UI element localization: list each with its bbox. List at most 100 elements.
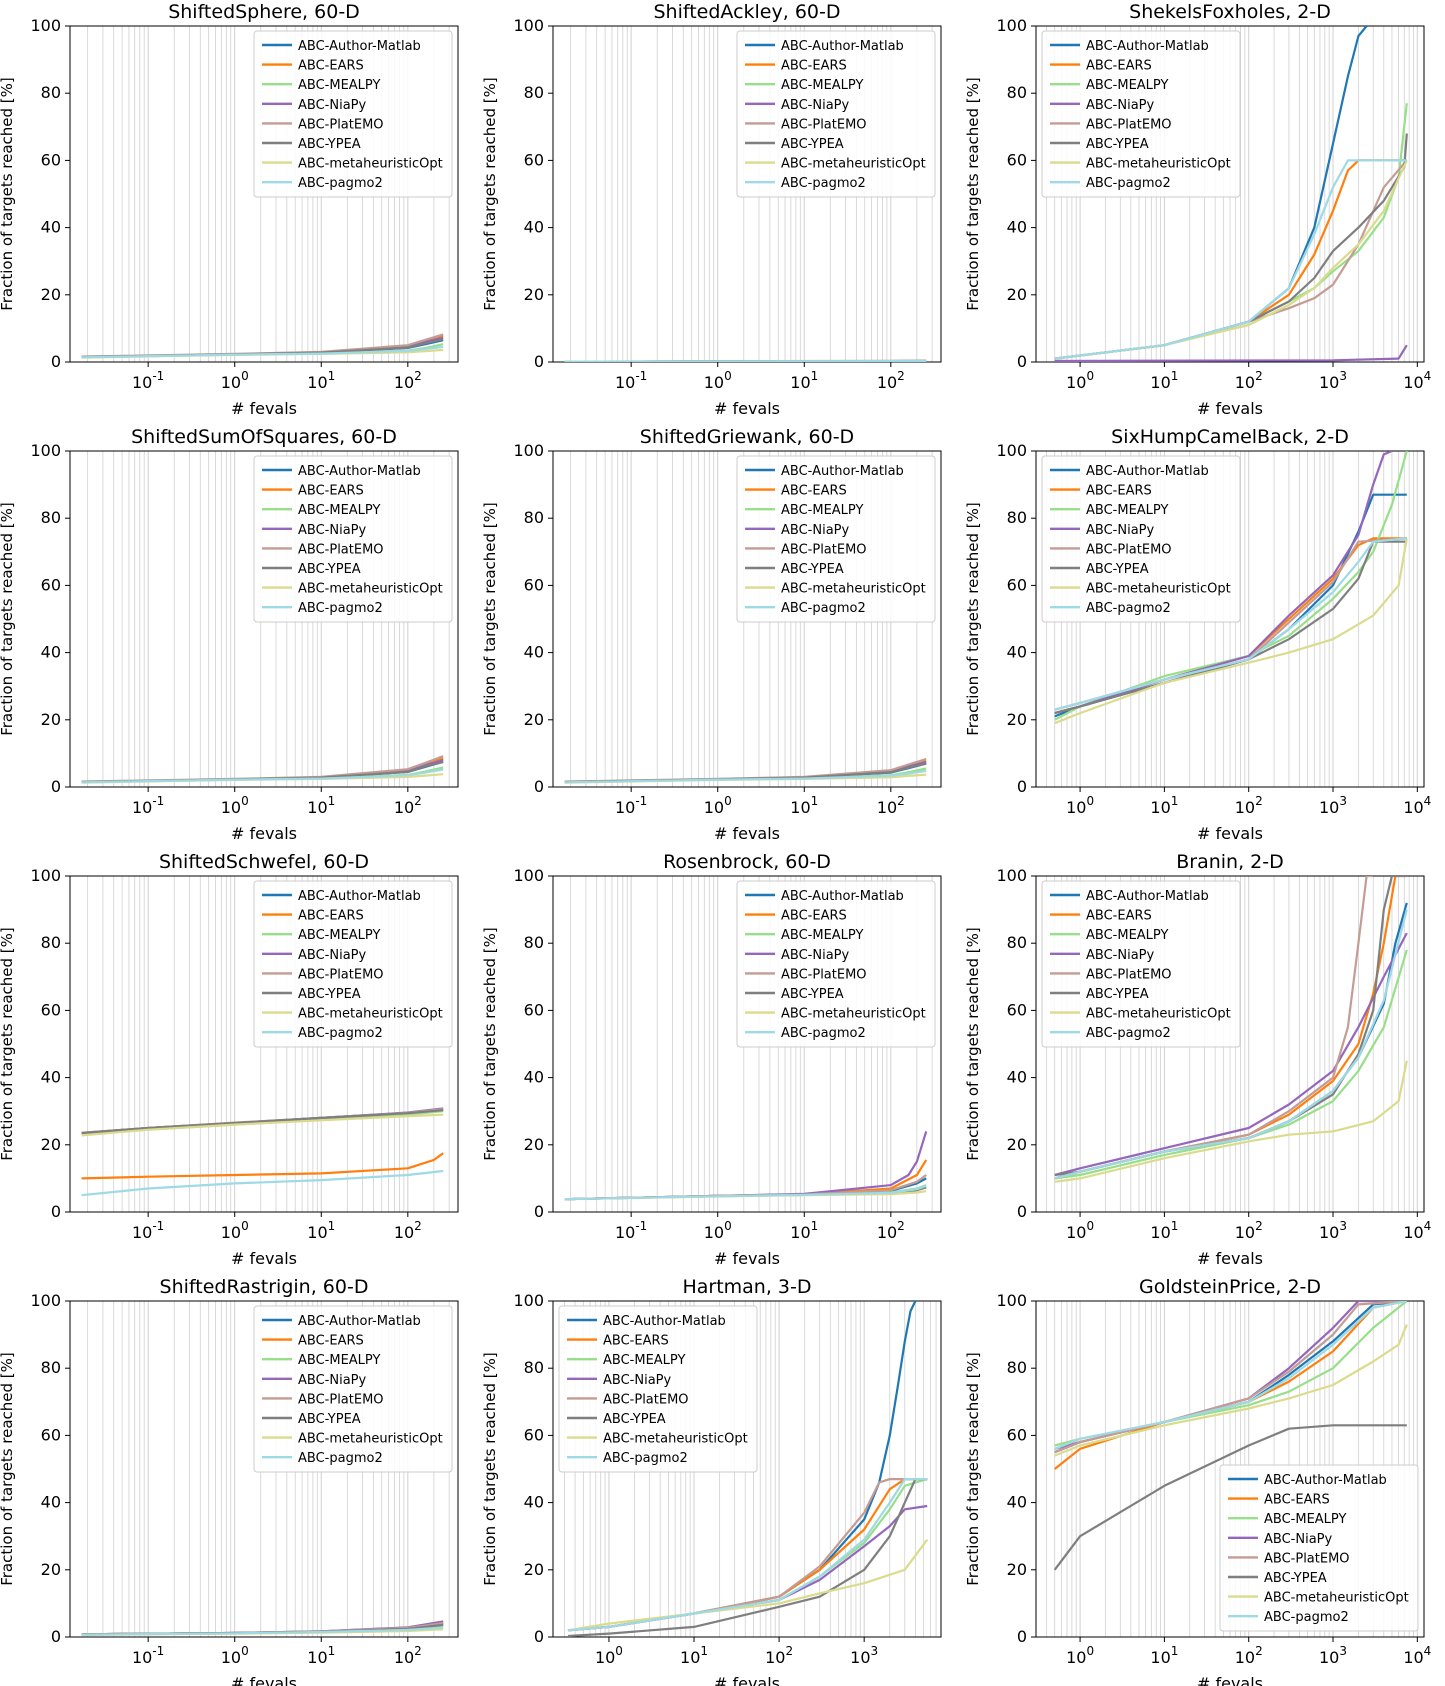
legend-label: ABC-EARS [603, 1334, 669, 1349]
legend-label: ABC-metaheuristicOpt [1086, 1007, 1231, 1022]
legend-label: ABC-metaheuristicOpt [298, 157, 443, 172]
series-line-abc-niapy [1054, 451, 1393, 715]
legend-box [736, 30, 936, 198]
x-tick-label: 102 [877, 369, 905, 392]
x-tick-label: 10-1 [132, 1644, 164, 1667]
series-group [564, 359, 927, 362]
legend-label: ABC-EARS [781, 59, 847, 74]
x-tick-label: 10-1 [615, 1219, 647, 1242]
legend-label: ABC-MEALPY [603, 1353, 685, 1368]
series-group [564, 758, 927, 784]
axes-frame [1035, 450, 1425, 788]
chart-panel: 0 20 40 60 80 100 10-1 100 101 102 ShiftedRastrigi… [0, 1276, 459, 1686]
y-tick-label: 80 [524, 933, 544, 952]
legend-label: ABC-MEALPY [1086, 78, 1168, 93]
chart-panel: 0 20 40 60 80 100 10-1 100 101 102 ShiftedSchwefel… [0, 851, 459, 1268]
legend-label: ABC-NiaPy [298, 948, 366, 963]
legend: ABC-Author-Matlab ABC-EARS ABC-MEALPY ABC-N… [253, 455, 453, 623]
y-tick-label: 60 [524, 1425, 544, 1444]
y-tick-label: 60 [524, 575, 544, 594]
legend-label: ABC-metaheuristicOpt [781, 157, 926, 172]
legend-label: ABC-Author-Matlab [1086, 464, 1209, 479]
legend-label: ABC-EARS [781, 909, 847, 924]
series-line-abc-pagmo2 [81, 345, 444, 359]
y-tick-label: 20 [1007, 1560, 1027, 1579]
y-tick-label: 40 [1007, 1493, 1027, 1512]
series-line-abc-mealpy [1054, 949, 1408, 1180]
series-group [1053, 1301, 1408, 1571]
legend-label: ABC-PlatEMO [298, 967, 384, 982]
legend-label: ABC-pagmo2 [781, 1026, 866, 1041]
legend-label: ABC-NiaPy [298, 1373, 366, 1388]
legend-label: ABC-NiaPy [1086, 523, 1154, 538]
legend-label: ABC-metaheuristicOpt [298, 1432, 443, 1447]
y-tick-label: 40 [1007, 643, 1027, 662]
legend-label: ABC-PlatEMO [1086, 542, 1172, 557]
x-tick-label: 100 [704, 369, 732, 392]
chart-title: Rosenbrock, 60-D [663, 851, 831, 873]
x-tick-label: 103 [1319, 794, 1347, 817]
axes-frame [1035, 875, 1425, 1213]
legend-label: ABC-NiaPy [298, 523, 366, 538]
legend-label: ABC-metaheuristicOpt [781, 582, 926, 597]
y-tick-label: 60 [1007, 575, 1027, 594]
legend-label: ABC-MEALPY [298, 928, 380, 943]
x-tick-label: 101 [1150, 1219, 1178, 1242]
y-tick-label: 40 [1007, 218, 1027, 237]
axes-frame [552, 1300, 942, 1638]
y-tick-label: 20 [1007, 285, 1027, 304]
y-axis-label: Fraction of targets reached [%] [964, 77, 982, 311]
legend-label: ABC-EARS [1264, 1493, 1330, 1508]
chart-panel: 0 20 40 60 80 100 10-1 100 101 102 ShiftedAckley, … [481, 1, 942, 418]
y-tick-label: 60 [524, 1000, 544, 1019]
y-axis-label: Fraction of targets reached [%] [964, 927, 982, 1161]
axes-frame [1035, 25, 1425, 363]
x-axis-label: # fevals [231, 1249, 297, 1268]
series-line-abc-pagmo2 [1054, 159, 1407, 360]
y-tick-label: 0 [534, 352, 544, 371]
legend-box [1041, 880, 1241, 1048]
y-tick-label: 0 [534, 1627, 544, 1646]
legend: ABC-Author-Matlab ABC-EARS ABC-MEALPY ABC-N… [253, 1305, 453, 1473]
series-line-abc-pagmo2 [1054, 537, 1407, 711]
chart-title: SixHumpCamelBack, 2-D [1111, 426, 1349, 448]
y-axis-label: Fraction of targets reached [%] [0, 1352, 16, 1586]
legend-label: ABC-pagmo2 [298, 601, 383, 616]
y-tick-label: 80 [524, 508, 544, 527]
legend: ABC-Author-Matlab ABC-EARS ABC-MEALPY ABC-N… [1041, 455, 1241, 623]
legend-label: ABC-PlatEMO [603, 1392, 689, 1407]
x-tick-label: 100 [704, 1219, 732, 1242]
legend-box [253, 880, 453, 1048]
x-tick-label: 102 [1235, 794, 1263, 817]
x-tick-label: 101 [1150, 1644, 1178, 1667]
legend-label: ABC-Author-Matlab [298, 464, 421, 479]
y-axis-label: Fraction of targets reached [%] [964, 1352, 982, 1586]
x-axis-label: # fevals [714, 1249, 780, 1268]
legend-label: ABC-NiaPy [298, 98, 366, 113]
legend-label: ABC-MEALPY [298, 1353, 380, 1368]
y-tick-label: 20 [524, 1560, 544, 1579]
series-group [567, 1301, 929, 1637]
y-tick-label: 40 [41, 643, 61, 662]
legend-label: ABC-EARS [298, 909, 364, 924]
y-tick-label: 60 [1007, 1000, 1027, 1019]
legend-label: ABC-pagmo2 [298, 176, 383, 191]
series-group [81, 333, 444, 359]
series-line-abc-pagmo2 [564, 359, 927, 362]
x-tick-label: 102 [394, 794, 422, 817]
legend-label: ABC-YPEA [298, 137, 361, 152]
x-tick-label: 10-1 [132, 369, 164, 392]
axes-frame [552, 875, 942, 1213]
x-tick-label: 104 [1403, 369, 1431, 392]
y-tick-label: 100 [996, 441, 1027, 460]
x-tick-label: 100 [1066, 1219, 1094, 1242]
x-tick-label: 100 [704, 794, 732, 817]
legend-label: ABC-NiaPy [1264, 1532, 1332, 1547]
series-line-abc-author-matlab [1054, 1301, 1407, 1454]
x-tick-label: 101 [1150, 794, 1178, 817]
legend-box [253, 30, 453, 198]
y-tick-label: 20 [41, 285, 61, 304]
series-line-abc-ypea [1054, 540, 1407, 715]
x-tick-label: 100 [221, 1219, 249, 1242]
legend-label: ABC-MEALPY [781, 78, 863, 93]
